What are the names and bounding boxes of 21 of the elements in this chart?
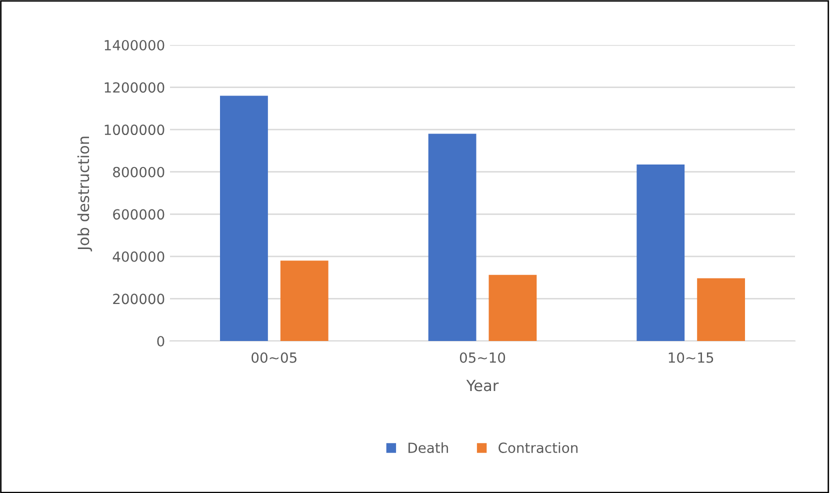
legend-label: Death <box>408 442 448 454</box>
y-tick-label: 800000 <box>113 166 164 178</box>
y-tick-label: 200000 <box>113 294 164 304</box>
bar <box>636 164 685 341</box>
x-tick-label: 00~05 <box>252 352 296 363</box>
x-tick-label: 05~10 <box>460 352 506 363</box>
y-tick-label: 1000000 <box>104 124 164 136</box>
x-tick-label: 10~15 <box>668 352 714 363</box>
y-tick-label: 400000 <box>112 251 164 262</box>
y-tick-label: 1200000 <box>104 82 164 93</box>
bar <box>697 278 745 341</box>
y-axis-title: Job destruction <box>77 136 92 252</box>
bar <box>220 96 268 341</box>
y-tick-label: 600000 <box>113 209 164 220</box>
y-tick-label: 0 <box>157 336 164 346</box>
bar <box>280 260 328 341</box>
y-tick-label: 1400000 <box>104 40 164 50</box>
bar <box>428 134 476 341</box>
legend-label: Contraction <box>498 442 578 454</box>
x-axis-title: Year <box>466 380 499 392</box>
bar <box>488 274 537 341</box>
